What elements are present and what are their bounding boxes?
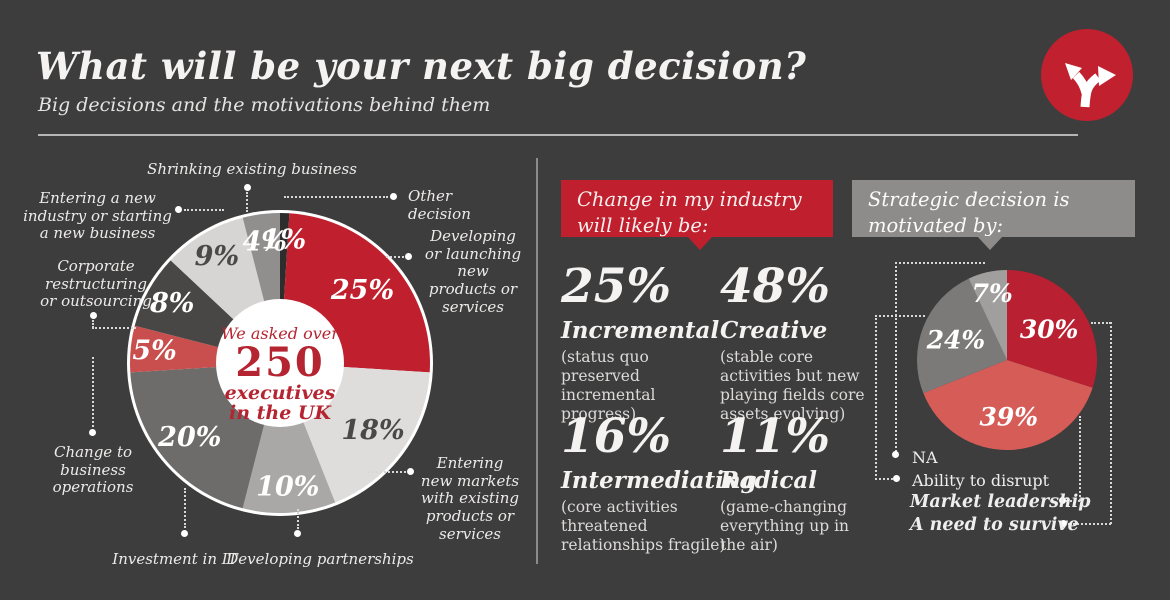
donut-hole	[216, 299, 344, 427]
slice-label-investment-it: Investment in IT	[112, 550, 238, 568]
section-divider	[536, 158, 538, 564]
slice-label-partnerships: Developing partnerships	[226, 550, 414, 568]
leader-line	[92, 327, 136, 329]
pie-slice-percent: 30%	[1020, 315, 1079, 344]
sample-number: 250	[235, 338, 325, 386]
pie-slice-percent: 24%	[926, 325, 986, 354]
header-divider	[38, 134, 1078, 136]
stat-desc: (core activities threatened relationship…	[561, 498, 726, 554]
stat-desc: (stable core activities but new playing …	[720, 348, 865, 423]
sample-line2: executives	[224, 381, 336, 404]
leader-line	[875, 315, 877, 480]
leader-dot	[1059, 497, 1066, 504]
pie-slice	[242, 363, 336, 514]
leader-line	[284, 196, 388, 198]
leader-dot	[390, 193, 397, 200]
stat-desc: (status quo preserved incremental progre…	[561, 348, 656, 423]
leader-dot	[1060, 520, 1067, 527]
pie-slice-percent: 9%	[195, 241, 239, 272]
page-title: What will be your next big decision?	[36, 44, 807, 88]
leader-line	[184, 488, 186, 528]
stat-creative: 48% Creative (stable core activities but…	[720, 263, 878, 424]
stat-name: Creative	[720, 317, 828, 344]
legend-ability-to-disrupt: Ability to disrupt	[912, 471, 1050, 490]
stat-name: Radical	[720, 467, 818, 494]
pie-slice-percent: 1%	[262, 225, 306, 256]
legend-na: NA	[912, 448, 938, 467]
pie-slice-percent: 39%	[980, 403, 1039, 432]
motivation-header: Strategic decision is motivated by:	[852, 180, 1135, 250]
sample-line3: in the UK	[228, 401, 332, 424]
leader-dot	[407, 468, 414, 475]
fork-arrows-icon	[1041, 29, 1133, 121]
pie-slice	[1007, 270, 1098, 388]
slice-label-new-markets: Entering new markets with existing produ…	[420, 454, 520, 543]
sample-size-note: We asked over 250 executives in the UK	[212, 324, 348, 424]
pie-slice-percent: 18%	[341, 415, 404, 446]
stat-incremental: 25% Incremental (status quo preserved in…	[561, 263, 721, 424]
leader-line	[92, 357, 94, 427]
leader-line	[895, 262, 897, 452]
slice-label-change-ops: Change to business operations	[52, 443, 134, 497]
leader-line	[1068, 523, 1111, 525]
leader-line	[386, 256, 404, 258]
leader-line	[368, 471, 406, 473]
leader-dot	[294, 530, 301, 537]
leader-dot	[90, 312, 97, 319]
slice-label-other: Other decision	[408, 187, 471, 223]
slice-label-restructuring: Corporate restructuring or outsourcing	[40, 257, 152, 311]
legend-need-to-survive: A need to survive	[910, 515, 1079, 535]
sample-intro: We asked over	[221, 324, 339, 343]
stat-percent: 48%	[720, 259, 831, 314]
pie-slice-percent: 4%	[242, 227, 286, 258]
leader-dot	[405, 253, 412, 260]
slice-label-shrinking: Shrinking existing business	[147, 160, 357, 178]
leader-line	[246, 192, 248, 212]
leader-line	[92, 320, 94, 328]
decision-pie-chart: 1% 25% 18% 10% 20% 5% 8%9% 4%	[127, 210, 433, 516]
stat-percent: 16%	[561, 409, 672, 464]
pie-slice-percent: 8%	[149, 288, 194, 319]
pie-slice-percent: 25%	[330, 275, 394, 306]
industry-change-header: Change in my industry will likely be:	[561, 180, 833, 250]
slice-label-new-industry: Entering a new industry or starting a ne…	[23, 189, 172, 243]
pie-slice	[923, 360, 1093, 451]
stat-name: Incremental	[561, 317, 720, 344]
leader-line	[875, 478, 893, 480]
slice-label-dev-launch: Developing or launching new products or …	[424, 227, 522, 316]
leader-dot	[244, 184, 251, 191]
stat-desc: (game-changing everything up in the air)	[720, 498, 850, 554]
stat-percent: 25%	[561, 259, 672, 314]
pie-slice-percent: 5%	[132, 336, 176, 367]
leader-dot	[892, 451, 899, 458]
leader-dot	[181, 530, 188, 537]
leader-line	[1110, 322, 1112, 524]
pie-slice	[917, 278, 1007, 394]
leader-line	[1066, 500, 1080, 502]
leader-line	[1091, 322, 1111, 324]
leader-dot	[89, 429, 96, 436]
leader-line	[184, 209, 224, 211]
leader-dot	[175, 206, 182, 213]
page-subtitle: Big decisions and the motivations behind…	[38, 94, 491, 116]
stat-intermediating: 16% Intermediating (core activities thre…	[561, 409, 757, 555]
pie-slice	[968, 270, 1007, 360]
leader-line	[1079, 416, 1081, 501]
leader-dot	[893, 475, 900, 482]
pie-slice-percent: 10%	[256, 471, 319, 502]
pie-slice-percent: 20%	[157, 422, 221, 453]
legend-market-leadership: Market leadership	[910, 492, 1091, 512]
pie-slice-percent: 7%	[972, 279, 1013, 308]
leader-line	[297, 509, 299, 529]
stat-name: Intermediating	[561, 467, 757, 494]
leader-line	[895, 262, 985, 264]
leader-line	[875, 315, 925, 317]
motivation-pie-chart: 30% 39% 24% 7%	[917, 270, 1098, 451]
stat-radical: 11% Radical (game-changing everything up…	[720, 413, 870, 555]
stat-percent: 11%	[720, 409, 831, 464]
